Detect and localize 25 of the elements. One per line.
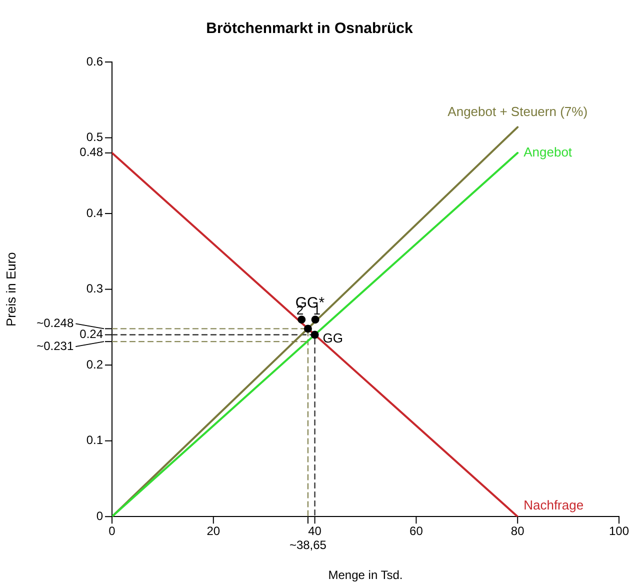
x-tick-label: 100 bbox=[608, 524, 630, 538]
y-tick-label: 0.48 bbox=[80, 145, 104, 160]
x-axis-title: Menge in Tsd. bbox=[328, 568, 403, 582]
y-tick-label: 0.24 bbox=[80, 327, 104, 342]
y-axis-title: Preis in Euro bbox=[3, 252, 18, 327]
series-label: Angebot + Steuern (7%) bbox=[448, 104, 588, 120]
series-label: Nachfrage bbox=[524, 498, 584, 513]
x-tick-label: 20 bbox=[206, 524, 220, 538]
annotation: ~0.248 bbox=[36, 316, 74, 330]
series-label: Angebot bbox=[524, 144, 572, 160]
y-tick-label: 0.5 bbox=[86, 130, 104, 144]
chart-title: Brötchenmarkt in Osnabrück bbox=[206, 20, 414, 38]
annotation: ~0.231 bbox=[36, 338, 74, 353]
y-tick-label: 0.2 bbox=[86, 357, 104, 372]
x-tick-label: 60 bbox=[410, 524, 424, 538]
x-tick-label: 0 bbox=[108, 524, 116, 538]
x-tick-label: 80 bbox=[510, 524, 525, 538]
y-tick-label: 0.6 bbox=[86, 54, 104, 68]
annotation: ~38,65 bbox=[289, 538, 327, 552]
y-tick-label: 0.3 bbox=[86, 282, 104, 296]
y-tick-label: 0.4 bbox=[86, 206, 104, 220]
x-tick-label: 40 bbox=[308, 524, 322, 538]
y-tick-label: 0.1 bbox=[86, 433, 104, 448]
y-tick-label: 0 bbox=[96, 508, 104, 523]
annotation: GG bbox=[322, 330, 344, 346]
